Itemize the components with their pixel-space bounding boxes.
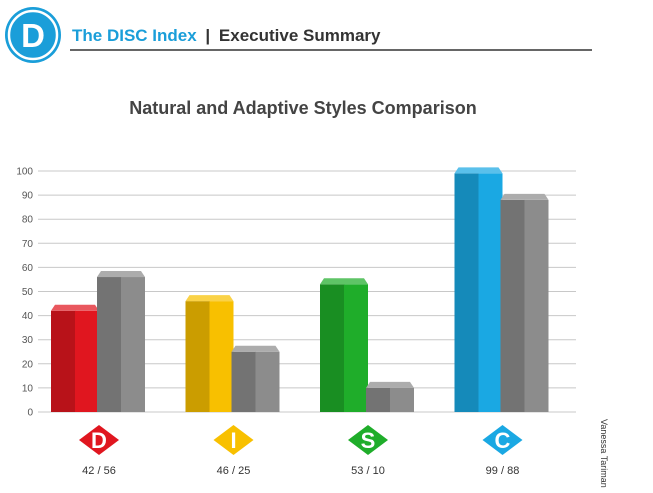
- y-tick-label: 80: [22, 215, 34, 226]
- natural-bar-s: [320, 278, 368, 412]
- marker-s: S: [348, 425, 388, 455]
- category-label: D: [91, 428, 107, 453]
- y-tick-label: 10: [22, 383, 34, 394]
- chart-grid: [38, 170, 576, 413]
- value-label: 46 / 25: [217, 465, 251, 477]
- natural-bar-i: [185, 295, 234, 412]
- category-label: S: [361, 428, 376, 453]
- page-header: D The DISC Index | Executive Summary: [5, 7, 592, 63]
- side-label: Vanessa Tariman: [599, 419, 609, 488]
- chart-title: Natural and Adaptive Styles Comparison: [129, 98, 476, 118]
- y-tick-label: 20: [22, 359, 34, 370]
- value-label: 99 / 88: [486, 465, 520, 477]
- brand-name: The DISC Index: [72, 26, 197, 45]
- natural-bar-d: [51, 304, 99, 412]
- y-tick-label: 0: [27, 408, 33, 419]
- y-tick-label: 60: [22, 263, 34, 274]
- marker-c: C: [482, 425, 523, 455]
- marker-d: D: [79, 425, 119, 455]
- value-label: 42 / 56: [82, 465, 116, 477]
- adaptive-bar-d: [97, 271, 145, 412]
- y-tick-label: 40: [22, 311, 34, 322]
- value-label: 53 / 10: [351, 465, 385, 477]
- header-separator: |: [205, 26, 210, 45]
- marker-i: I: [213, 425, 254, 455]
- adaptive-bar-i: [231, 345, 280, 412]
- disc-logo: D: [5, 7, 61, 63]
- natural-bar-c: [454, 167, 503, 412]
- y-tick-label: 90: [22, 191, 34, 202]
- value-labels: 42 / 56 46 / 25 53 / 10 99 / 88: [82, 465, 519, 477]
- svg-text:The DISC Index | Execu: The DISC Index | Executive Summary: [72, 26, 381, 45]
- y-tick-label: 70: [22, 239, 34, 250]
- y-tick-label: 100: [16, 167, 33, 178]
- category-label: I: [230, 428, 236, 453]
- bar-group: [51, 167, 549, 412]
- category-label: C: [495, 428, 511, 453]
- y-tick-label: 30: [22, 335, 34, 346]
- adaptive-bar-s: [366, 381, 414, 412]
- y-tick-label: 50: [22, 287, 34, 298]
- adaptive-bar-c: [500, 193, 549, 412]
- y-axis: 0 10 20 30 40 50 60 70 80 90 100: [16, 167, 33, 419]
- logo-letter: D: [21, 17, 45, 54]
- section-title: Executive Summary: [219, 26, 381, 45]
